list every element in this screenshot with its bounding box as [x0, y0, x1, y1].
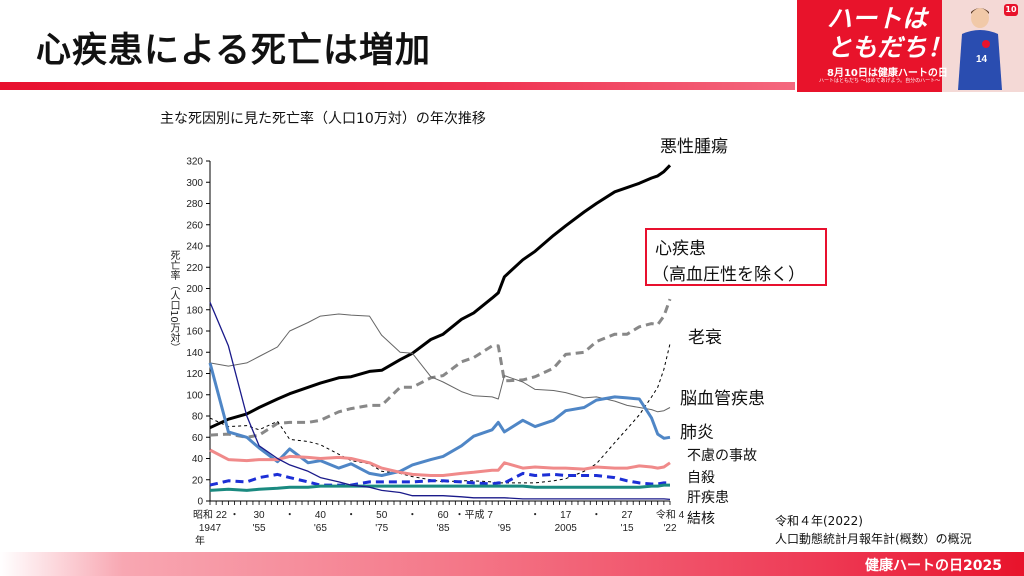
x-axis-label: 年: [195, 534, 205, 547]
series-line-3: [209, 313, 671, 413]
x-tick-label-year: '15: [621, 523, 634, 534]
series-label-pneumonia: 肺炎: [680, 423, 714, 443]
x-tick-label-era: ・: [530, 510, 540, 521]
y-tick-label: 0: [197, 497, 203, 508]
footer-bar: [0, 552, 1024, 576]
y-tick-label: 20: [192, 475, 204, 486]
page-title: 心疾患による死亡は増加: [36, 31, 431, 71]
y-tick-label: 140: [186, 348, 203, 359]
x-tick-label-era: ・平成 7: [455, 509, 494, 521]
x-tick-label-era: ・: [407, 510, 417, 521]
footer-brand-text: 健康ハートの日2025: [865, 558, 1002, 574]
series-label-tuberculosis: 結核: [687, 511, 715, 527]
brand-logo-icon: 10: [1004, 4, 1018, 16]
source-line1: 令和４年(2022): [775, 514, 863, 528]
heart-disease-highlight-box: [645, 228, 827, 286]
x-tick-label-era: 50: [376, 510, 388, 521]
x-tick-label-year: 1947: [199, 523, 222, 534]
x-tick-label-era: 40: [315, 510, 327, 521]
highlight-label-line2: （高血圧性を除く）: [652, 265, 805, 285]
x-tick-label-era: ・: [346, 510, 356, 521]
x-tick-label-era: 令和 4: [656, 508, 685, 521]
y-tick-label: 320: [186, 157, 203, 168]
y-tick-label: 60: [192, 433, 204, 444]
banner-headline-line2: ともだち！: [827, 33, 953, 62]
x-tick-label-era: 30: [254, 510, 266, 521]
series-line-7: [209, 483, 670, 492]
series-line-2: [209, 343, 671, 484]
series-line-8: [209, 302, 671, 501]
y-tick-label: 180: [186, 305, 203, 316]
y-tick-label: 240: [186, 242, 203, 253]
y-tick-label: 200: [186, 284, 203, 295]
x-tick-label-era: ・: [591, 510, 601, 521]
x-tick-label-year: '65: [314, 523, 327, 534]
y-tick-label: 260: [186, 220, 203, 231]
y-tick-label: 220: [186, 263, 203, 274]
y-tick-label: 100: [186, 390, 203, 401]
y-tick-label: 280: [186, 199, 203, 210]
y-tick-label: 300: [186, 178, 203, 189]
x-tick-label-year: '55: [253, 523, 266, 534]
series-label-senility: 老衰: [688, 328, 722, 348]
chart-title: 主な死因別に見た死亡率（人口10万対）の年次推移: [160, 111, 486, 127]
x-tick-label-era: 昭和 22: [193, 509, 227, 521]
data-source-note: 令和４年(2022) 人口動態統計月報年計(概数）の概況: [775, 512, 972, 548]
x-tick-label-era: ・: [230, 510, 240, 521]
x-tick-label-era: 60: [438, 510, 450, 521]
banner-headline: ハートは ともだち！: [827, 4, 952, 62]
x-tick-label-year: '75: [375, 523, 388, 534]
chart-axes: 0 20 40 60 80 100 120 140 160 180 200 220 240 260 280 3…: [186, 157, 684, 548]
series-label-suicide: 自殺: [687, 470, 715, 486]
series-label-accidents: 不慮の事故: [687, 448, 757, 464]
x-tick-label-year: '85: [437, 523, 450, 534]
x-tick-label-year: 2005: [555, 523, 578, 534]
series-line-6: [209, 471, 670, 487]
x-tick-label-year: '22: [663, 523, 676, 534]
soccer-player-illustration-icon: 14: [958, 8, 1002, 90]
series-line-0: [209, 164, 672, 430]
series-label-malignant-neoplasm: 悪性腫瘍: [660, 137, 728, 157]
x-tick-label-year: '95: [498, 523, 511, 534]
x-tick-label-era: 27: [622, 510, 634, 521]
x-tick-label-era: 17: [560, 510, 572, 521]
campaign-banner[interactable]: ハートは ともだち！ 8月10日は健康ハートの日 ハートはともだち ～ほめてあげ…: [797, 0, 1024, 92]
x-tick-label-era: ・: [285, 510, 295, 521]
y-tick-label: 160: [186, 327, 203, 338]
title-underline: [0, 82, 795, 90]
series-line-5: [209, 448, 671, 477]
y-tick-label: 40: [192, 454, 204, 465]
banner-headline-line1: ハートは: [827, 4, 928, 33]
y-tick-label: 80: [192, 412, 204, 423]
banner-date-text: 8月10日は健康ハートの日: [827, 68, 948, 79]
highlight-label-line1: 心疾患: [655, 239, 706, 259]
y-axis-label: 死亡率（人口10万対）: [168, 250, 179, 353]
series-line-1: [209, 298, 672, 439]
y-tick-label: 120: [186, 369, 203, 380]
banner-sub-text: ハートはともだち ～ほめてあげよう。自分のハート～: [819, 78, 941, 84]
source-line2: 人口動態統計月報年計(概数）の概況: [775, 532, 972, 546]
series-label-liver-disease: 肝疾患: [687, 490, 729, 506]
chart-series-lines: [208, 164, 672, 501]
series-label-cerebrovascular: 脳血管疾患: [680, 389, 765, 409]
jersey-number: 14: [976, 54, 988, 65]
